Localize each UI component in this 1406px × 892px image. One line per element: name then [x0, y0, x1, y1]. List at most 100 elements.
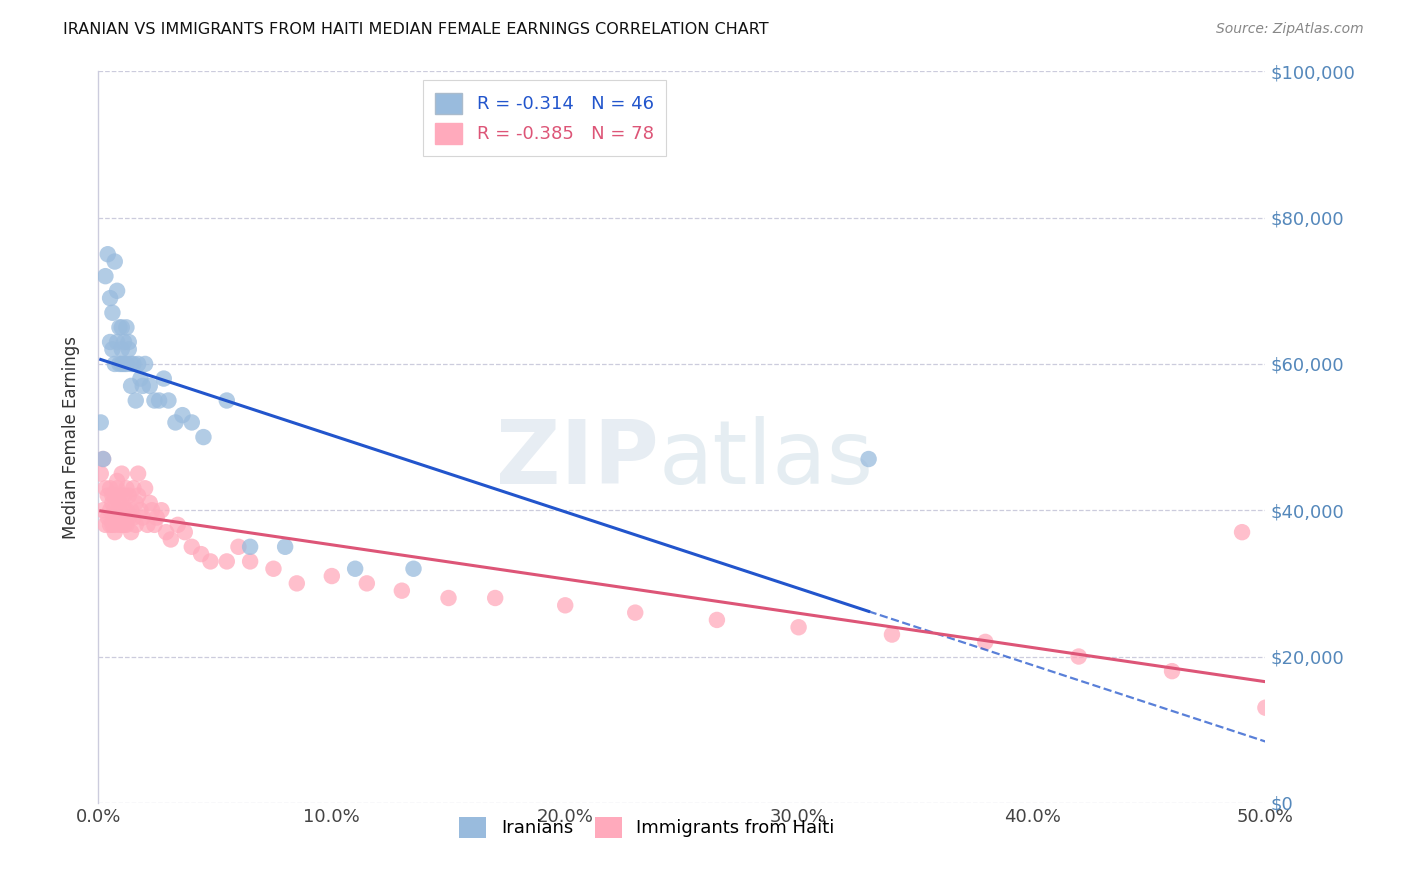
Point: [215, 554, 238, 568]
Point: [108, 357, 131, 371]
Point: [98, 517, 121, 532]
Point: [112, 334, 135, 349]
Point: [111, 357, 134, 371]
Point: [122, 481, 145, 495]
Point: [120, 503, 142, 517]
Point: [91, 452, 114, 467]
Point: [112, 489, 135, 503]
Point: [97, 247, 120, 261]
Point: [101, 489, 124, 503]
Point: [344, 562, 367, 576]
Point: [880, 627, 903, 641]
Point: [111, 517, 134, 532]
Point: [118, 510, 141, 524]
Point: [132, 510, 155, 524]
Point: [104, 489, 127, 503]
Point: [152, 371, 174, 385]
Point: [215, 393, 238, 408]
Point: [118, 334, 141, 349]
Point: [125, 393, 148, 408]
Point: [105, 481, 128, 495]
Point: [157, 393, 180, 408]
Point: [554, 599, 576, 613]
Point: [180, 540, 202, 554]
Point: [105, 474, 128, 488]
Point: [105, 334, 128, 349]
Point: [180, 416, 202, 430]
Point: [228, 540, 250, 554]
Point: [91, 503, 114, 517]
Point: [97, 489, 120, 503]
Point: [104, 254, 127, 268]
Point: [274, 540, 297, 554]
Point: [706, 613, 728, 627]
Point: [125, 496, 148, 510]
Point: [356, 576, 378, 591]
Point: [111, 489, 134, 503]
Point: [108, 496, 131, 510]
Point: [143, 517, 166, 532]
Point: [139, 496, 162, 510]
Point: [120, 379, 142, 393]
Point: [120, 357, 142, 371]
Point: [104, 525, 127, 540]
Point: [90, 416, 112, 430]
Point: [143, 393, 166, 408]
Point: [285, 576, 308, 591]
Point: [134, 357, 156, 371]
Point: [90, 467, 112, 481]
Point: [122, 357, 145, 371]
Point: [101, 306, 124, 320]
Point: [97, 510, 120, 524]
Point: [127, 467, 149, 481]
Point: [115, 357, 138, 371]
Point: [150, 503, 173, 517]
Point: [91, 452, 114, 467]
Point: [104, 517, 127, 532]
Point: [437, 591, 460, 605]
Point: [391, 583, 413, 598]
Point: [321, 569, 343, 583]
Point: [98, 334, 121, 349]
Point: [166, 517, 188, 532]
Point: [132, 379, 155, 393]
Point: [98, 291, 121, 305]
Point: [262, 562, 284, 576]
Point: [484, 591, 506, 605]
Point: [101, 517, 124, 532]
Point: [105, 284, 128, 298]
Point: [858, 452, 880, 467]
Point: [104, 357, 127, 371]
Point: [134, 481, 156, 495]
Point: [1067, 649, 1090, 664]
Point: [127, 489, 149, 503]
Point: [101, 343, 124, 357]
Point: [129, 503, 152, 517]
Point: [120, 525, 142, 540]
Point: [112, 357, 135, 371]
Point: [159, 533, 181, 547]
Point: [94, 481, 117, 495]
Point: [98, 481, 121, 495]
Point: [146, 510, 169, 524]
Point: [111, 467, 134, 481]
Point: [108, 517, 131, 532]
Text: Source: ZipAtlas.com: Source: ZipAtlas.com: [1216, 22, 1364, 37]
Point: [148, 393, 170, 408]
Point: [94, 517, 117, 532]
Point: [115, 320, 138, 334]
Point: [239, 554, 262, 568]
Point: [190, 547, 212, 561]
Point: [94, 269, 117, 284]
Point: [122, 510, 145, 524]
Point: [200, 554, 222, 568]
Point: [105, 510, 128, 524]
Point: [104, 503, 127, 517]
Point: [115, 481, 138, 495]
Point: [101, 496, 124, 510]
Point: [1254, 700, 1277, 714]
Point: [127, 357, 149, 371]
Point: [624, 606, 647, 620]
Point: [136, 517, 159, 532]
Point: [155, 525, 177, 540]
